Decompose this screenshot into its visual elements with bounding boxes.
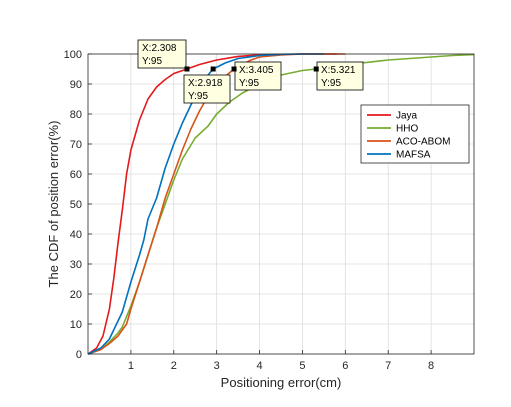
- series-line-jaya: [87, 53, 337, 355]
- y-tick-label: 0: [76, 349, 82, 361]
- data-tip-y: Y:95: [188, 91, 208, 102]
- y-tick-label: 20: [70, 289, 82, 301]
- data-tip-x: X:5.321: [321, 65, 356, 76]
- series-lines: [87, 53, 475, 355]
- data-tip-y: Y:95: [321, 78, 341, 89]
- legend-label-aco-abom: ACO-ABOM: [396, 137, 450, 148]
- x-tick-label: 3: [214, 360, 220, 372]
- y-tick-label: 90: [70, 79, 82, 91]
- data-tip: X:2.918 Y:95: [183, 66, 231, 104]
- data-tip-box: [316, 61, 364, 91]
- data-tip: X:2.308 Y:95: [137, 39, 190, 72]
- series-line-mafsa: [87, 53, 324, 355]
- data-tip-x: X:3.405: [239, 65, 274, 76]
- x-tick-label: 6: [342, 360, 348, 372]
- data-tip: X:3.405 Y:95: [231, 61, 282, 91]
- y-tick-label: 50: [70, 199, 82, 211]
- y-tick-label: 70: [70, 139, 82, 151]
- y-tick-label: 30: [70, 259, 82, 271]
- legend-label-hho: HHO: [396, 124, 418, 135]
- data-tip-marker: [313, 66, 319, 72]
- data-tip-box: [137, 39, 187, 69]
- legend-label-jaya: Jaya: [396, 111, 418, 122]
- legend-label-mafsa: MAFSA: [396, 150, 431, 161]
- y-tick-label: 40: [70, 229, 82, 241]
- x-tick-label: 8: [428, 360, 434, 372]
- y-tick-label: 100: [64, 49, 82, 61]
- series-line-aco-abom: [87, 53, 346, 355]
- x-axis-label: Positioning error(cm): [221, 375, 342, 390]
- data-tip-y: Y:95: [142, 56, 162, 67]
- y-tick-label: 60: [70, 169, 82, 181]
- data-tip-box: [234, 61, 282, 91]
- data-tip-marker: [231, 66, 237, 72]
- data-tip-y: Y:95: [239, 78, 259, 89]
- y-axis-label: The CDF of position error(%): [46, 121, 61, 288]
- data-tip-x: X:2.918: [188, 78, 223, 89]
- data-tip-marker: [210, 66, 216, 72]
- y-tick-label: 80: [70, 109, 82, 121]
- x-tick-label: 7: [385, 360, 391, 372]
- x-tick-label: 2: [171, 360, 177, 372]
- series-line-hho: [87, 53, 475, 355]
- data-tip: X:5.321 Y:95: [313, 61, 364, 91]
- data-tip-marker: [184, 66, 190, 72]
- data-tips: X:2.308Y:95X:2.918Y:95X:3.405Y:95X:5.321…: [137, 39, 364, 104]
- x-tick-label: 5: [299, 360, 305, 372]
- legend: Jaya HHO ACO-ABOM MAFSA: [360, 104, 470, 164]
- y-tick-label: 10: [70, 319, 82, 331]
- data-tip-box: [183, 74, 231, 104]
- x-tick-label: 1: [128, 360, 134, 372]
- data-tip-x: X:2.308: [142, 43, 177, 54]
- x-tick-label: 4: [256, 360, 262, 372]
